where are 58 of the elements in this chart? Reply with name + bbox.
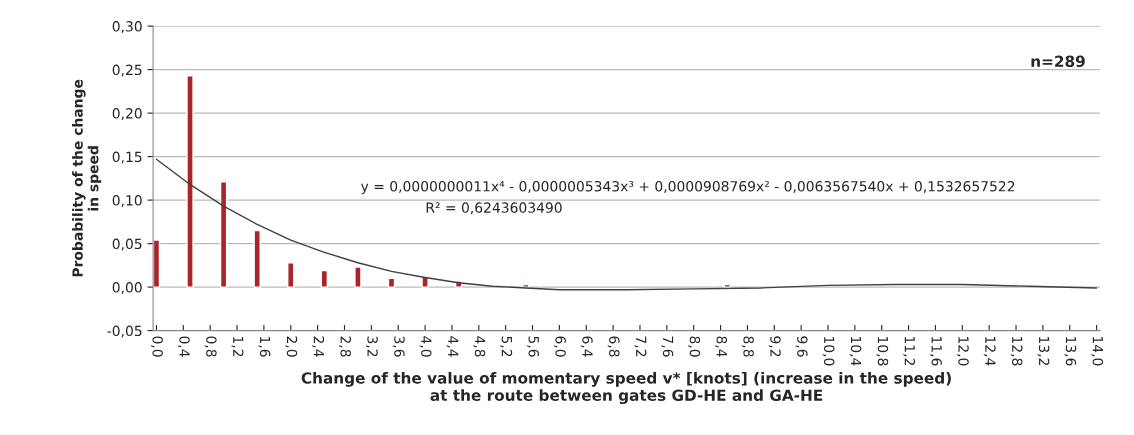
x-tick-label: 9,6	[795, 336, 808, 357]
bar	[387, 277, 396, 288]
x-tick-label: 2,8	[339, 336, 351, 357]
x-tick-label: 12,0	[956, 336, 969, 366]
x-tick-label: 9,2	[768, 336, 781, 357]
bar	[287, 262, 295, 288]
y-tick-label: -0,05	[107, 325, 142, 338]
bar	[253, 229, 261, 288]
x-tick-label: 10,4	[849, 336, 862, 366]
x-tick-label: 8,4	[715, 336, 728, 357]
y-tick-label: 0,05	[112, 238, 142, 251]
annotation: y = 0,0000000011x⁴ - 0,0000005343x³ + 0,0000908769x² - 0,0063567540x + 0,1532657522	[361, 181, 1015, 195]
x-tick-label: 7,2	[634, 336, 647, 357]
y-tick-label: 0,25	[112, 64, 142, 77]
annotation: n=289	[1031, 55, 1085, 68]
y-tick-label: 0,10	[112, 195, 142, 207]
annotation: R² = 0,6243603490	[426, 202, 562, 215]
x-tick-label: 10,8	[876, 336, 889, 366]
x-tick-label: 6,4	[580, 336, 593, 357]
bar	[186, 74, 194, 288]
x-tick-label: 11,6	[930, 336, 942, 366]
x-tick-label: 1,6	[258, 336, 271, 357]
x-tick-label: 6,0	[553, 336, 566, 357]
x-tick-label: 4,0	[419, 336, 432, 357]
x-tick-label: 8,8	[741, 336, 754, 357]
x-tick-label: 2,4	[312, 336, 325, 357]
y-tick-label: 0,00	[112, 282, 142, 294]
line-series	[155, 158, 1098, 291]
bar	[723, 283, 731, 288]
x-tick-label: 4,4	[446, 336, 459, 357]
x-tick-label: 3,2	[365, 336, 378, 357]
bar	[320, 269, 329, 288]
bar	[219, 181, 228, 288]
x-tick-label: 1,2	[231, 336, 244, 357]
x-tick-label: 0,8	[204, 336, 217, 357]
x-tick-label: 12,4	[983, 336, 996, 366]
y-tick-label: 0,30	[112, 21, 142, 33]
y-tick-label: 0,20	[112, 108, 142, 120]
y-axis-title: Probability of the change in speed	[72, 79, 102, 277]
bar	[354, 266, 362, 288]
x-axis-title: Change of the value of momentary speed v* [knots] (increase in the speed) at the route between gates GD-HE and GA-HE	[301, 371, 951, 405]
x-tick-label: 0,0	[151, 336, 163, 357]
x-tick-label: 12,8	[1010, 336, 1023, 366]
x-tick-label: 13,2	[1037, 336, 1050, 365]
x-tick-label: 4,8	[473, 336, 486, 357]
x-tick-label: 3,6	[392, 336, 405, 357]
x-tick-label: 14,0	[1091, 336, 1104, 366]
x-tick-label: 7,6	[661, 336, 674, 357]
x-tick-label: 5,2	[500, 336, 513, 357]
x-tick-label: 2,0	[285, 336, 298, 357]
x-tick-label: 11,2	[903, 336, 916, 365]
x-tick-label: 6,8	[607, 336, 620, 357]
x-tick-label: 10,0	[822, 336, 835, 366]
x-tick-label: 8,0	[688, 336, 701, 357]
y-tick-label: 0,15	[112, 151, 142, 164]
x-tick-label: 5,6	[527, 336, 539, 357]
x-tick-label: 0,4	[177, 336, 190, 357]
x-tick-label: 13,6	[1064, 336, 1077, 366]
